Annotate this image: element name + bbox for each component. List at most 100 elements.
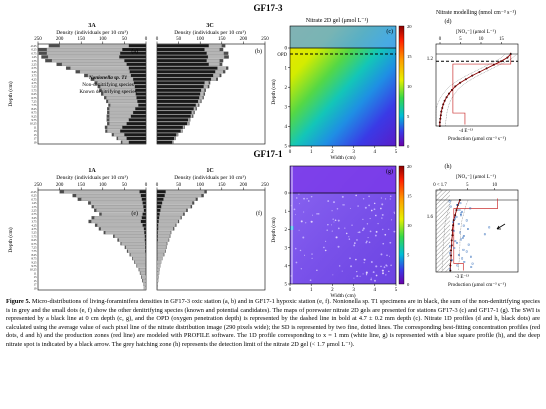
bar-non-denitrifying-species: [105, 230, 145, 235]
bar-non-denitrifying-species: [106, 96, 137, 100]
blue-square-point: [449, 205, 452, 208]
speckle: [365, 241, 368, 244]
panel-a-label: (a): [131, 48, 138, 55]
speckle: [341, 204, 343, 206]
bar-nonionella-sp-t1: [156, 88, 202, 92]
speckle: [303, 211, 305, 213]
speckle: [375, 274, 378, 277]
panel-f-x-ticks: 0 50 100 150 200 250: [156, 183, 269, 190]
bar-nonionella-sp-t1: [156, 110, 192, 115]
panel-c-frame: [289, 25, 397, 147]
blue-square-point: [459, 202, 462, 205]
bar-non-denitrifying-species: [158, 223, 176, 227]
bar-nonionella-sp-t1: [124, 133, 147, 137]
bar-nonionella-sp-t1: [128, 44, 147, 48]
bar-known-denitrifying-species: [175, 223, 177, 227]
y-tick-label: 1: [285, 210, 288, 215]
production-line: [453, 198, 498, 271]
panel-h-plot: [436, 198, 518, 272]
speckle: [327, 223, 329, 226]
blue-square-point: [454, 240, 457, 243]
panel-f-frame: [156, 189, 266, 291]
speckle: [368, 204, 370, 207]
bar-known-denitrifying-species: [193, 110, 195, 115]
speckle: [368, 195, 370, 198]
blue-square-point: [455, 216, 458, 218]
bar-known-denitrifying-species: [202, 96, 204, 100]
x-tick-label: 100: [99, 37, 107, 42]
panel-c-colorbar: [398, 25, 405, 147]
bar-known-denitrifying-species: [88, 201, 91, 205]
panel-d-top-axis-title: [NO₃⁻] (μmol L⁻¹): [456, 28, 496, 35]
blue-square-point: [449, 267, 451, 270]
bar-non-denitrifying-species: [91, 219, 141, 224]
x-tick-label: 50: [176, 183, 182, 188]
bar-known-denitrifying-species: [120, 140, 123, 144]
bar-known-denitrifying-species: [178, 219, 180, 224]
speckle: [343, 204, 345, 206]
depth-label: 4.75: [31, 81, 37, 85]
panel-c-title: Nitrate 2D gel (μmol L⁻¹): [306, 17, 369, 24]
panel-h-label: (h): [445, 163, 452, 170]
bar-nonionella-sp-t1: [156, 234, 158, 238]
speckle: [393, 230, 396, 233]
y-tick-label: 3: [285, 246, 288, 251]
depth-label: 5.75: [31, 88, 37, 92]
speckle: [382, 242, 385, 245]
speckle: [385, 264, 388, 267]
station-title-gf17-3: GF17-3: [254, 3, 283, 13]
bar-known-denitrifying-species: [94, 81, 98, 85]
blue-square-point: [452, 221, 454, 224]
speckle: [337, 245, 340, 248]
speckle: [345, 232, 348, 235]
top-tick-label: 10: [492, 183, 497, 188]
bar-nonionella-sp-t1: [132, 77, 147, 81]
depth-label: 0.25: [31, 48, 37, 52]
panel-d-top-ticks: 0 5 10 15: [439, 37, 505, 44]
blue-square-point: [452, 229, 455, 232]
bar-known-denitrifying-species: [91, 216, 95, 220]
bar-non-denitrifying-species: [204, 81, 209, 85]
depth-label: 11: [34, 125, 37, 129]
bar-known-denitrifying-species: [88, 219, 92, 224]
bar-nonionella-sp-t1: [128, 66, 147, 70]
depth-label: 17: [34, 283, 37, 287]
panel-e-x-ticks: 250 200 150 100 50 0: [34, 183, 148, 190]
colorbar-tick-label: 10: [407, 223, 412, 228]
bar-non-denitrifying-species: [156, 279, 159, 283]
depth-label: 2.75: [31, 66, 37, 70]
bar-non-denitrifying-species: [157, 249, 166, 253]
depth-label: 13: [34, 129, 37, 133]
panel-g-xlabel: Width (cm): [330, 292, 355, 299]
depth-label: 5.75: [31, 234, 37, 238]
speckle: [381, 203, 384, 206]
speckle: [310, 220, 313, 223]
top-tick-label: 0: [439, 37, 442, 42]
bar-known-denitrifying-species: [48, 44, 60, 48]
bar-nonionella-sp-t1: [156, 140, 173, 144]
colorbar-tick-label: 10: [407, 84, 412, 89]
depth-label: 8.75: [31, 257, 37, 261]
bar-non-denitrifying-species: [204, 47, 220, 52]
x-tick-label: 200: [56, 37, 64, 42]
panel-g-colorbar-ticks: 20 15 10 5 0: [407, 164, 412, 287]
bar-nonionella-sp-t1: [156, 70, 216, 74]
bar-non-denitrifying-species: [51, 59, 125, 63]
speckle: [341, 270, 343, 272]
figure-5: GF17-3 GF17-1 3A Density (individuals pe…: [7, 3, 519, 299]
speckle: [389, 195, 392, 198]
x-tick-label: 2: [331, 288, 334, 293]
speckle: [358, 231, 361, 234]
bar-known-denitrifying-species: [219, 59, 224, 63]
x-tick-label: 150: [77, 37, 85, 42]
speckle: [293, 208, 296, 211]
x-tick-label: 250: [34, 37, 42, 42]
depth-label: 1.25: [31, 55, 37, 59]
bar-non-denitrifying-species: [203, 84, 209, 89]
blue-square-point: [463, 261, 466, 263]
top-tick-label: 15: [499, 37, 504, 42]
speckle: [375, 230, 378, 233]
bar-nonionella-sp-t1: [156, 66, 218, 70]
panel-e-axis-title: Density (individuals per 10 cm³): [56, 174, 128, 181]
speckle: [338, 265, 341, 267]
